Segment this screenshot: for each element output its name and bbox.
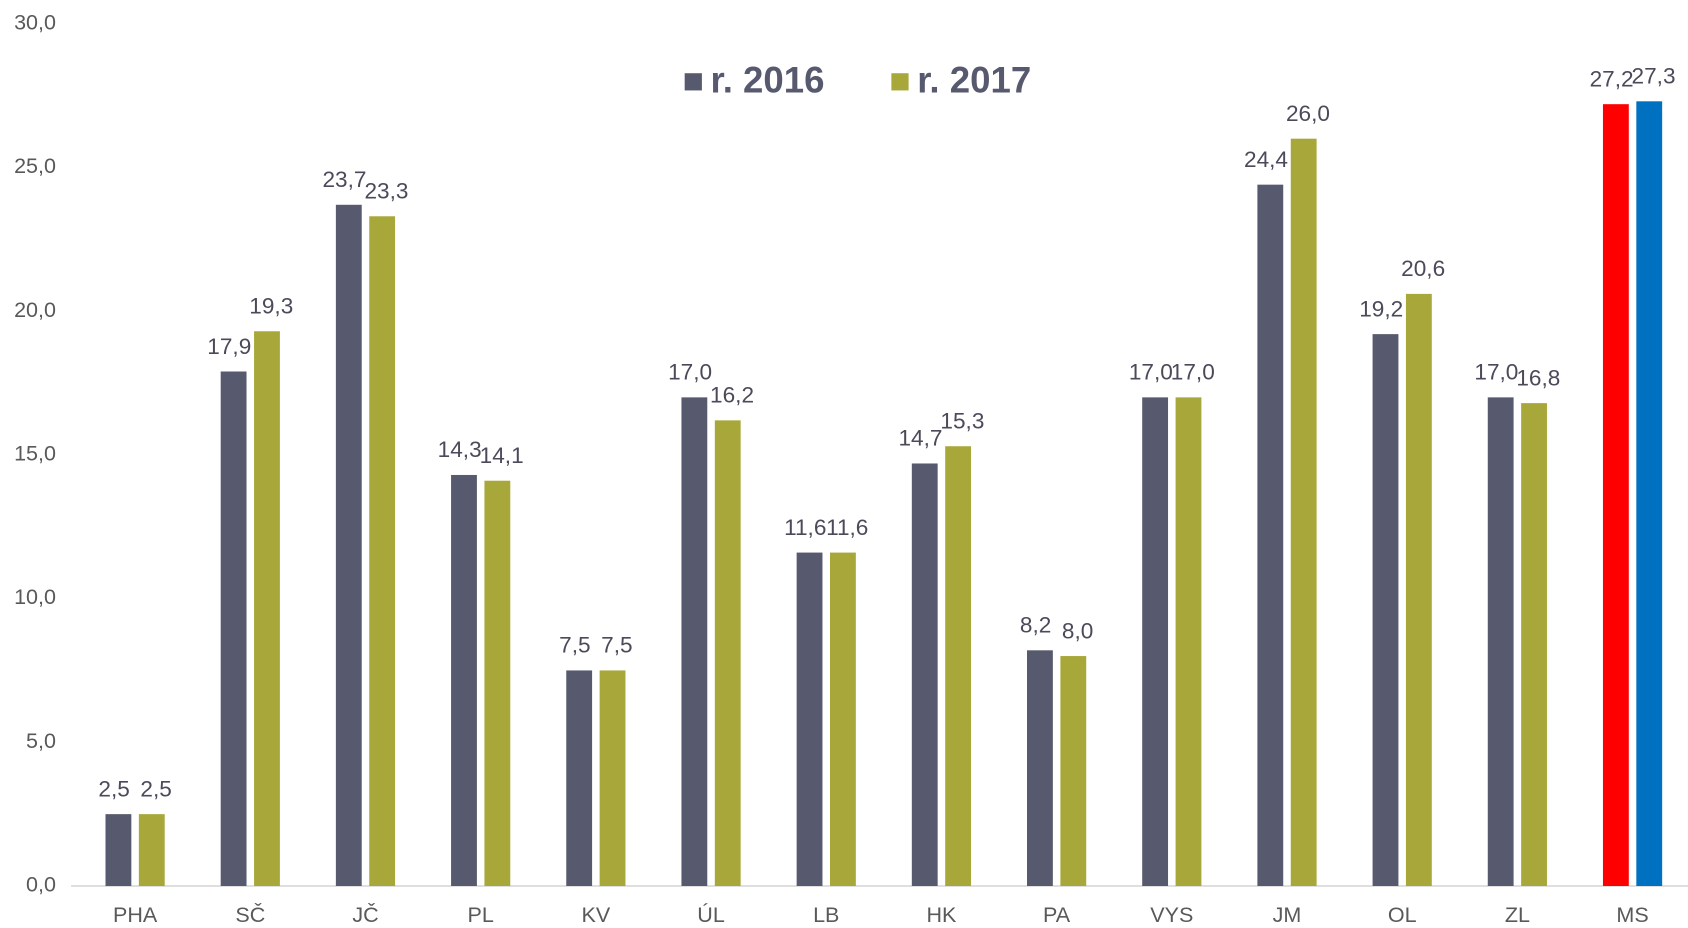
bar [911, 463, 938, 886]
data-label: 24,4 [1244, 147, 1288, 172]
x-tick-label: KV [582, 903, 611, 927]
legend-swatch [684, 73, 702, 91]
x-tick-label: PHA [113, 903, 158, 927]
bar [1636, 101, 1663, 886]
x-tick-label: ZL [1505, 903, 1530, 927]
bar [796, 552, 823, 886]
data-label: 11,6 [826, 515, 868, 540]
x-tick-label: ÚL [697, 902, 725, 927]
data-label: 17,9 [207, 334, 251, 359]
data-label: 17,0 [1474, 360, 1518, 385]
bar [566, 670, 593, 886]
legend-label: r. 2017 [917, 60, 1031, 101]
data-label: 2,5 [140, 776, 171, 801]
x-tick-label: PL [468, 903, 494, 927]
legend-label: r. 2016 [711, 60, 825, 101]
x-tick-label: HK [926, 903, 957, 927]
data-label: 23,7 [322, 167, 366, 192]
data-label: 7,5 [601, 633, 632, 658]
data-label: 17,0 [1171, 360, 1215, 385]
data-label: 17,0 [668, 360, 712, 385]
bar [220, 371, 247, 886]
bar [484, 480, 511, 886]
x-tick-label: SČ [235, 902, 265, 927]
data-label: 14,3 [438, 437, 482, 462]
data-label: 7,5 [559, 633, 590, 658]
x-tick-label: PA [1043, 903, 1071, 927]
data-label: 19,3 [249, 294, 293, 319]
data-label: 8,0 [1062, 618, 1093, 643]
data-label: 27,3 [1632, 64, 1676, 89]
bar [105, 814, 132, 886]
bar [1027, 650, 1053, 886]
x-tick-label: LB [813, 903, 839, 927]
y-tick-label: 20,0 [14, 298, 56, 322]
bar [1142, 397, 1169, 886]
bar [945, 446, 972, 886]
data-label: 27,2 [1590, 66, 1634, 91]
bar [681, 397, 708, 886]
y-tick-label: 30,0 [14, 10, 56, 34]
data-label: 23,3 [364, 179, 408, 204]
bar [1060, 656, 1087, 886]
data-label: 19,2 [1359, 296, 1403, 321]
x-tick-label: VYS [1150, 903, 1193, 927]
legend-swatch [891, 73, 909, 91]
data-label: 2,5 [98, 776, 129, 801]
bar [1372, 334, 1399, 886]
bar [254, 331, 280, 886]
y-tick-label: 15,0 [14, 442, 56, 466]
y-tick-label: 25,0 [14, 154, 56, 178]
bar [1487, 397, 1514, 886]
bar [1257, 184, 1284, 886]
data-label: 8,2 [1020, 613, 1051, 638]
bar [1521, 403, 1547, 886]
data-label: 16,8 [1516, 365, 1560, 390]
bar [369, 216, 396, 886]
data-label: 26,0 [1286, 101, 1330, 126]
bar [830, 552, 856, 886]
x-tick-label: MS [1616, 903, 1648, 927]
data-label: 14,7 [898, 426, 942, 451]
bar [1175, 397, 1202, 886]
x-tick-label: JČ [352, 902, 378, 927]
bar [138, 814, 165, 886]
bar [451, 474, 477, 886]
bar [1290, 138, 1317, 886]
data-label: 11,6 [784, 515, 826, 540]
y-tick-label: 0,0 [26, 873, 56, 897]
bar [599, 670, 626, 886]
data-label: 16,2 [710, 383, 754, 408]
y-tick-label: 10,0 [14, 585, 56, 609]
bar [1602, 104, 1629, 886]
x-tick-label: OL [1388, 903, 1417, 927]
data-label: 14,1 [480, 443, 524, 468]
bar [1405, 293, 1432, 886]
data-label: 15,3 [940, 409, 984, 434]
bar [714, 420, 741, 886]
x-tick-label: JM [1273, 903, 1302, 927]
data-label: 17,0 [1129, 360, 1173, 385]
y-tick-label: 5,0 [26, 729, 56, 753]
data-label: 20,6 [1401, 256, 1445, 281]
bar [335, 204, 362, 886]
